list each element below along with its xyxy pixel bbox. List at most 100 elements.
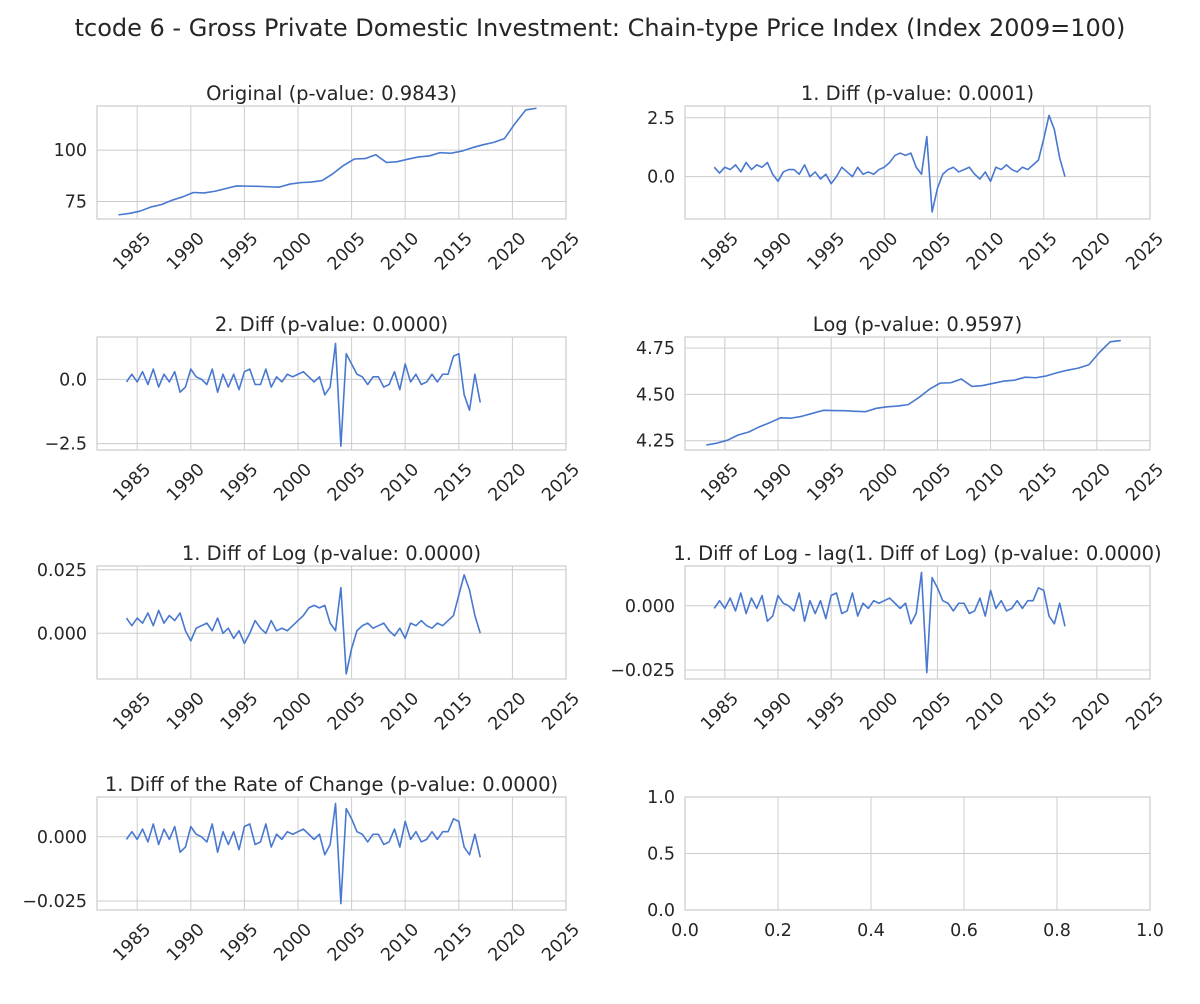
subplot-5: 1. Diff of Log (p-value: 0.0000) 0.000 0.0…	[37, 542, 584, 735]
x-tick-label: 2005	[910, 460, 956, 506]
series-line	[713, 114, 1066, 213]
x-tick-label: 1990	[163, 689, 209, 735]
axes-background	[685, 106, 1150, 219]
x-tick-label: 2010	[963, 460, 1009, 506]
x-tick-label: 2005	[324, 920, 370, 966]
y-tick-label: 0.0	[59, 370, 87, 390]
x-tick-label: 1990	[750, 689, 796, 735]
x-tick-label: 2015	[431, 920, 477, 966]
x-tick-label: 1990	[163, 920, 209, 966]
axes-background	[685, 566, 1150, 679]
y-tick-label: 4.75	[636, 339, 675, 359]
y-tick-label: 0.000	[625, 597, 675, 617]
x-tick-label: 2025	[538, 689, 584, 735]
x-tick-label: 2005	[324, 229, 370, 275]
x-tick-label: 2020	[485, 460, 531, 506]
axes-frame	[96, 336, 567, 451]
x-tick-label: 1990	[750, 460, 796, 506]
x-tick-label: 2010	[378, 920, 424, 966]
series-line	[125, 342, 482, 447]
series-line	[125, 802, 482, 905]
x-tick-label: 2020	[1069, 229, 1115, 275]
y-tick-label: 0.5	[647, 845, 675, 865]
subplot-title: 1. Diff of Log - lag(1. Diff of Log) (p-…	[673, 542, 1161, 565]
x-tick-label: 0.0	[671, 921, 699, 941]
y-tick-label: 75	[65, 193, 87, 213]
series-line	[706, 339, 1121, 446]
x-tick-label: 2020	[485, 920, 531, 966]
x-tick-label: 1995	[217, 920, 263, 966]
x-tick-label: 1985	[697, 460, 743, 506]
subplot-3: 2. Diff (p-value: 0.0000) −2.5 0.0 1985 1990…	[45, 313, 585, 506]
y-tick-label: 2.5	[647, 109, 675, 129]
x-tick-label: 2010	[963, 689, 1009, 735]
y-tick-label: 0.025	[37, 561, 87, 581]
x-tick-label: 1985	[697, 689, 743, 735]
y-tick-label: 0.0	[647, 901, 675, 921]
y-tick-label: 0.000	[37, 828, 87, 848]
x-tick-label: 0.8	[1043, 921, 1071, 941]
x-tick-label: 2020	[485, 689, 531, 735]
x-tick-label: 2015	[1016, 229, 1062, 275]
x-tick-label: 0.2	[764, 921, 792, 941]
x-tick-label: 1985	[697, 229, 743, 275]
x-tick-label: 2005	[910, 229, 956, 275]
subplot-title: 1. Diff of Log (p-value: 0.0000)	[182, 542, 481, 565]
x-tick-label: 2005	[324, 460, 370, 506]
x-tick-label: 2020	[485, 229, 531, 275]
subplot-2: 1. Diff (p-value: 0.0001) 0.0 2.5 1985 1990 1…	[647, 82, 1168, 275]
x-tick-label: 2005	[910, 689, 956, 735]
x-tick-label: 2015	[1016, 460, 1062, 506]
subplot-6: 1. Diff of Log - lag(1. Diff of Log) (p-…	[610, 542, 1168, 735]
x-tick-label: 2010	[378, 460, 424, 506]
axes-frame	[684, 336, 1151, 451]
series-line	[125, 574, 482, 675]
subplot-1: Original (p-value: 0.9843) 75 100 1985 1990 1…	[54, 82, 584, 275]
axes-background	[97, 337, 566, 450]
x-tick-label: 1995	[217, 689, 263, 735]
x-tick-label: 0.4	[857, 921, 885, 941]
y-tick-label: −2.5	[45, 435, 88, 455]
subplot-title: 2. Diff (p-value: 0.0000)	[215, 313, 448, 336]
x-tick-label: 1985	[110, 689, 156, 735]
x-tick-label: 2025	[1122, 689, 1168, 735]
x-tick-label: 1995	[804, 689, 850, 735]
axes-background	[97, 106, 566, 219]
x-tick-label: 2020	[1069, 689, 1115, 735]
x-tick-label: 1995	[217, 460, 263, 506]
subplot-title: Log (p-value: 0.9597)	[813, 313, 1022, 336]
axes-frame	[96, 565, 567, 680]
x-tick-label: 2020	[1069, 460, 1115, 506]
x-tick-label: 1990	[163, 229, 209, 275]
x-tick-label: 2025	[1122, 460, 1168, 506]
x-tick-label: 2010	[378, 229, 424, 275]
x-tick-label: 2000	[857, 460, 903, 506]
figure-suptitle: tcode 6 - Gross Private Domestic Investm…	[74, 14, 1126, 42]
y-tick-label: 100	[54, 141, 87, 161]
x-tick-label: 1995	[217, 229, 263, 275]
x-tick-label: 1990	[163, 460, 209, 506]
axes-frame	[96, 796, 567, 911]
axes-frame	[96, 105, 567, 220]
axes-background	[685, 337, 1150, 450]
x-tick-label: 2000	[270, 460, 316, 506]
y-tick-label: 0.000	[37, 624, 87, 644]
y-tick-label: −0.025	[22, 892, 87, 912]
x-tick-label: 2015	[431, 689, 477, 735]
x-tick-label: 2025	[538, 920, 584, 966]
x-tick-label: 0.6	[950, 921, 978, 941]
subplot-title: 1. Diff of the Rate of Change (p-value: …	[105, 773, 558, 796]
x-tick-label: 2000	[270, 229, 316, 275]
series-line	[118, 107, 537, 216]
x-tick-label: 2015	[1016, 689, 1062, 735]
axes-background	[97, 797, 566, 910]
subplot-7: 1. Diff of the Rate of Change (p-value: …	[22, 773, 584, 966]
x-tick-label: 2000	[270, 689, 316, 735]
x-tick-label: 2010	[963, 229, 1009, 275]
x-tick-label: 2025	[538, 460, 584, 506]
x-tick-label: 2000	[857, 229, 903, 275]
x-tick-label: 1985	[110, 460, 156, 506]
x-tick-label: 2015	[431, 229, 477, 275]
